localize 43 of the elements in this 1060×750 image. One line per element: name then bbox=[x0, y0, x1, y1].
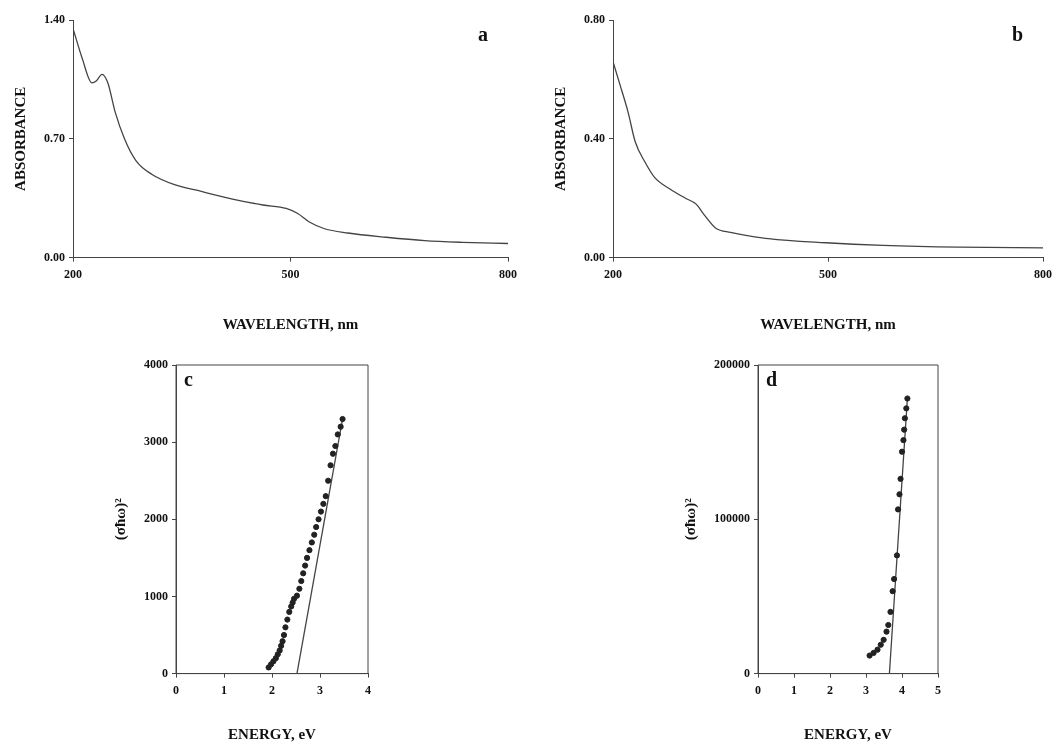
x-tick-label: 4 bbox=[365, 682, 371, 697]
y-tick-label: 0.70 bbox=[44, 130, 65, 145]
x-tick-label: 2 bbox=[827, 682, 833, 697]
chart-title: d bbox=[766, 368, 778, 391]
y-tick-label: 100000 bbox=[714, 511, 750, 526]
y-tick-label: 200000 bbox=[714, 357, 750, 372]
x-tick-label: 3 bbox=[317, 682, 323, 697]
y-tick-label: 0.80 bbox=[584, 12, 605, 27]
y-tick-label: 0.00 bbox=[44, 249, 65, 264]
chart-title: c bbox=[184, 368, 193, 391]
x-tick-label: 800 bbox=[499, 266, 517, 281]
y-tick-label: 1.40 bbox=[44, 12, 65, 27]
x-tick-label: 4 bbox=[899, 682, 905, 697]
x-tick-label: 0 bbox=[755, 682, 761, 697]
y-axis-title: (σħω)² bbox=[681, 497, 699, 541]
chart-title: b bbox=[1011, 23, 1023, 46]
x-tick-label: 3 bbox=[863, 682, 869, 697]
y-tick-label: 0 bbox=[162, 665, 168, 680]
x-tick-label: 800 bbox=[1034, 266, 1052, 281]
x-tick-label: 1 bbox=[791, 682, 797, 697]
y-tick-label: 2000 bbox=[144, 511, 168, 526]
x-tick-label: 500 bbox=[819, 266, 837, 281]
x-tick-label: 2 bbox=[269, 682, 275, 697]
y-tick-label: 0.40 bbox=[584, 130, 605, 145]
x-tick-label: 1 bbox=[221, 682, 227, 697]
y-tick-label: 3000 bbox=[144, 434, 168, 449]
x-tick-label: 500 bbox=[281, 266, 300, 281]
x-tick-label: 200 bbox=[604, 266, 622, 281]
x-tick-label: 0 bbox=[173, 682, 179, 697]
y-tick-label: 0.00 bbox=[584, 249, 605, 264]
x-axis-title: WAVELENGTH, nm bbox=[760, 315, 897, 332]
x-tick-label: 200 bbox=[64, 266, 82, 281]
y-axis-title: ABSORBANCE bbox=[551, 86, 568, 191]
x-tick-label: 5 bbox=[935, 682, 941, 697]
y-tick-label: 1000 bbox=[144, 588, 168, 603]
x-axis-title: ENERGY, eV bbox=[804, 725, 893, 742]
x-axis-title: WAVELENGTH, nm bbox=[222, 315, 359, 332]
y-axis-title: ABSORBANCE bbox=[11, 86, 28, 191]
y-tick-label: 0 bbox=[744, 665, 750, 680]
x-axis-title: ENERGY, eV bbox=[228, 725, 317, 742]
y-axis-title: (σħω)² bbox=[111, 497, 129, 541]
y-tick-label: 4000 bbox=[144, 357, 168, 372]
chart-title: a bbox=[478, 23, 488, 46]
